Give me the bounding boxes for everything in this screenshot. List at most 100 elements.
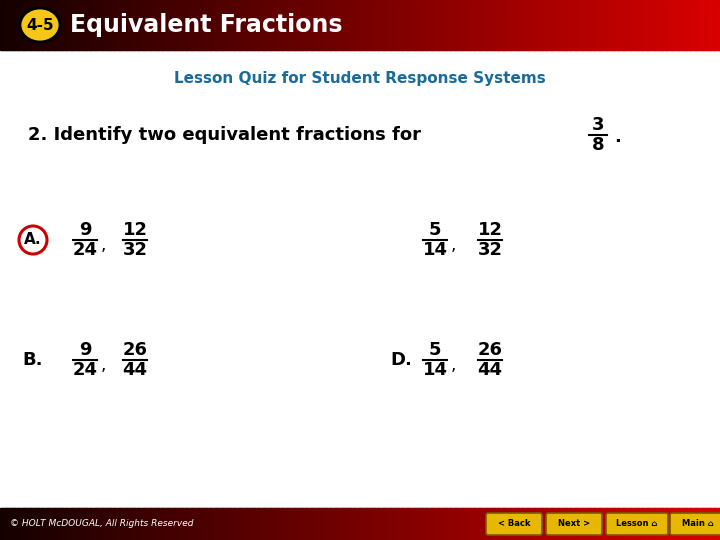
Bar [495,0,498,50]
Bar [670,508,673,540]
Bar [5,508,8,540]
Bar [425,508,428,540]
Bar [434,508,438,540]
Bar [149,508,152,540]
Bar [405,508,409,540]
Bar [72,508,76,540]
Bar [17,0,20,50]
Bar [99,0,102,50]
Bar [643,0,647,50]
Bar [482,508,486,540]
Bar [211,0,215,50]
Bar [456,0,459,50]
Bar [557,0,560,50]
Bar [353,0,356,50]
Bar [84,508,87,540]
Bar [225,0,229,50]
Bar [319,508,323,540]
Bar [247,0,251,50]
Bar [521,508,524,540]
Bar [182,0,186,50]
Bar [497,0,500,50]
Bar [259,0,263,50]
Bar [682,508,685,540]
Bar [81,508,85,540]
Bar [276,508,279,540]
Bar [387,0,390,50]
Bar [283,0,287,50]
Bar [665,508,668,540]
Bar [199,508,202,540]
Bar [564,508,567,540]
Bar [113,508,116,540]
Bar [331,508,335,540]
Bar [189,508,193,540]
Bar [698,0,702,50]
Text: 8: 8 [592,136,604,154]
Bar [703,0,706,50]
Text: 12: 12 [477,221,503,239]
Bar [545,508,548,540]
Bar [691,0,695,50]
Bar [142,0,145,50]
Bar [461,508,464,540]
Bar [667,508,670,540]
Bar [84,0,87,50]
Bar [410,508,414,540]
Bar [713,508,716,540]
Bar [585,508,589,540]
Bar [650,0,654,50]
Bar [441,0,445,50]
Bar [45,0,49,50]
Bar [146,0,150,50]
Bar [163,508,166,540]
Bar [598,0,601,50]
Bar [706,508,709,540]
Bar [698,508,702,540]
Bar [401,0,404,50]
Bar [117,0,121,50]
Bar [225,508,229,540]
Bar [355,508,359,540]
Bar [67,0,71,50]
Bar [173,508,176,540]
Bar [31,508,35,540]
Bar [684,0,688,50]
Bar [641,508,644,540]
Bar [398,0,402,50]
Bar [432,508,436,540]
Bar [605,0,608,50]
Bar [228,508,231,540]
Bar [504,508,508,540]
Bar [713,0,716,50]
Bar [389,508,392,540]
Bar [477,0,481,50]
Bar [74,508,78,540]
Bar [672,0,675,50]
Bar [343,0,346,50]
Bar [238,508,241,540]
Bar [360,0,364,50]
Bar [449,0,452,50]
Bar [554,508,558,540]
Bar [156,508,159,540]
Bar [281,508,284,540]
Bar [48,0,51,50]
Bar [689,508,692,540]
Text: 5: 5 [428,221,441,239]
Bar [158,0,162,50]
Bar [96,508,99,540]
Text: 24: 24 [73,361,97,379]
Bar [279,508,282,540]
Bar [79,508,83,540]
Bar [343,508,346,540]
Bar [310,508,313,540]
Bar [439,0,443,50]
Bar [333,508,337,540]
Bar [55,0,58,50]
Bar [252,508,256,540]
Bar [502,0,505,50]
Bar [516,508,519,540]
Bar [204,0,207,50]
Bar [569,508,572,540]
